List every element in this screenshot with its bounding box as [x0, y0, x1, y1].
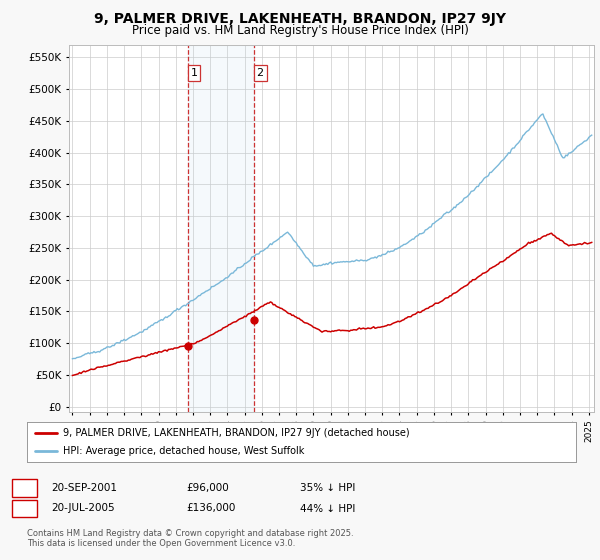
Text: 20-JUL-2005: 20-JUL-2005	[51, 503, 115, 514]
Text: 35% ↓ HPI: 35% ↓ HPI	[300, 483, 355, 493]
Text: 2: 2	[21, 503, 28, 514]
Text: 20-SEP-2001: 20-SEP-2001	[51, 483, 117, 493]
Text: 44% ↓ HPI: 44% ↓ HPI	[300, 503, 355, 514]
Text: 1: 1	[21, 483, 28, 493]
Text: HPI: Average price, detached house, West Suffolk: HPI: Average price, detached house, West…	[62, 446, 304, 456]
Text: 9, PALMER DRIVE, LAKENHEATH, BRANDON, IP27 9JY (detached house): 9, PALMER DRIVE, LAKENHEATH, BRANDON, IP…	[62, 428, 409, 437]
Text: 9, PALMER DRIVE, LAKENHEATH, BRANDON, IP27 9JY: 9, PALMER DRIVE, LAKENHEATH, BRANDON, IP…	[94, 12, 506, 26]
Text: 1: 1	[191, 68, 197, 78]
Bar	[188, 45, 254, 412]
Text: £96,000: £96,000	[186, 483, 229, 493]
Text: Price paid vs. HM Land Registry's House Price Index (HPI): Price paid vs. HM Land Registry's House …	[131, 24, 469, 36]
Text: 2: 2	[257, 68, 264, 78]
Text: £136,000: £136,000	[186, 503, 235, 514]
Text: Contains HM Land Registry data © Crown copyright and database right 2025.
This d: Contains HM Land Registry data © Crown c…	[27, 529, 353, 548]
